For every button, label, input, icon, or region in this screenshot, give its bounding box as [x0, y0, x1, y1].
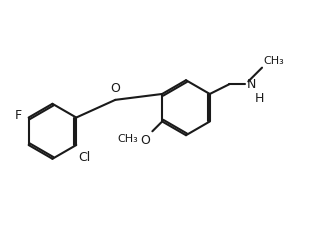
Text: O: O [140, 134, 150, 147]
Text: N: N [247, 78, 256, 91]
Text: H: H [255, 92, 264, 105]
Text: Cl: Cl [78, 151, 90, 164]
Text: CH₃: CH₃ [118, 134, 139, 144]
Text: CH₃: CH₃ [263, 56, 284, 66]
Text: F: F [15, 109, 22, 122]
Text: O: O [110, 82, 120, 95]
